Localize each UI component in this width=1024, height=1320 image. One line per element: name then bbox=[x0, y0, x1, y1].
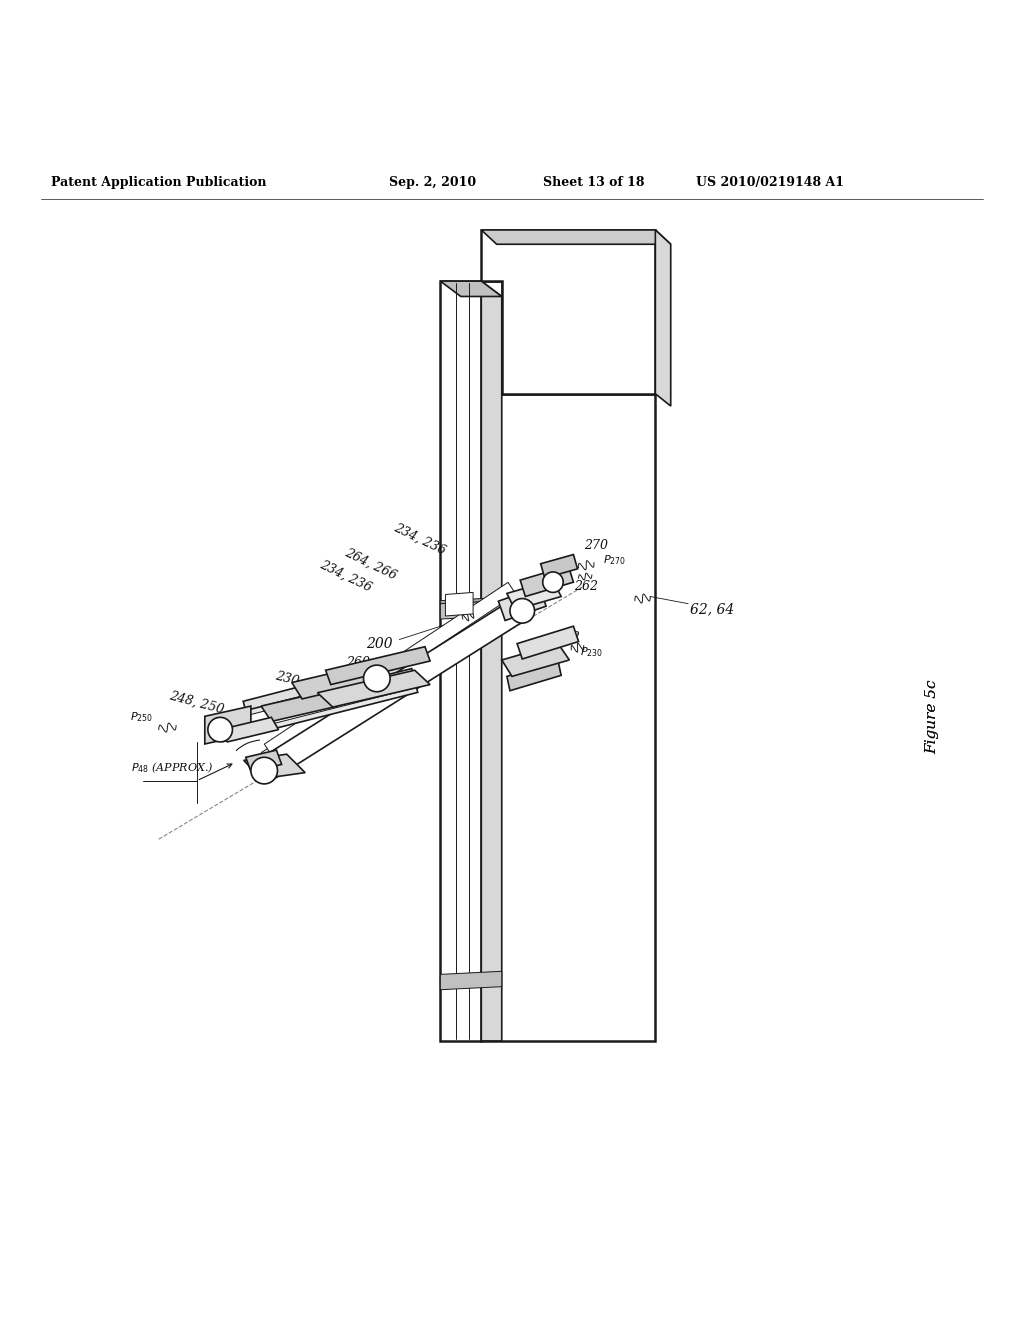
Polygon shape bbox=[258, 601, 523, 781]
Text: 262: 262 bbox=[573, 579, 598, 593]
Text: Sheet 13 of 18: Sheet 13 of 18 bbox=[543, 176, 644, 189]
Polygon shape bbox=[481, 281, 655, 1041]
Text: $\alpha$ 48: $\alpha$ 48 bbox=[260, 750, 289, 763]
Text: $P_{48}$ (APPROX.): $P_{48}$ (APPROX.) bbox=[131, 760, 214, 775]
Polygon shape bbox=[481, 230, 671, 244]
Polygon shape bbox=[520, 566, 573, 597]
Text: US 2010/0219148 A1: US 2010/0219148 A1 bbox=[696, 176, 845, 189]
Text: 270: 270 bbox=[584, 539, 608, 552]
Text: $P_{250}$: $P_{250}$ bbox=[130, 710, 153, 725]
Polygon shape bbox=[502, 644, 569, 676]
Circle shape bbox=[208, 717, 232, 742]
Text: Figure 5c: Figure 5c bbox=[925, 678, 939, 754]
Polygon shape bbox=[261, 690, 338, 722]
Polygon shape bbox=[445, 593, 473, 616]
Text: 230, 232: 230, 232 bbox=[273, 669, 331, 696]
Text: Sep. 2, 2010: Sep. 2, 2010 bbox=[389, 176, 476, 189]
Polygon shape bbox=[220, 717, 279, 742]
Polygon shape bbox=[541, 554, 578, 578]
Polygon shape bbox=[292, 663, 389, 698]
Polygon shape bbox=[440, 598, 502, 603]
Polygon shape bbox=[507, 579, 561, 610]
Circle shape bbox=[510, 598, 535, 623]
Text: Patent Application Publication: Patent Application Publication bbox=[51, 176, 266, 189]
Polygon shape bbox=[481, 230, 655, 393]
Text: $P_{230}$: $P_{230}$ bbox=[581, 645, 603, 659]
Polygon shape bbox=[264, 582, 516, 756]
Polygon shape bbox=[326, 647, 430, 685]
Polygon shape bbox=[217, 668, 418, 742]
Polygon shape bbox=[507, 661, 561, 690]
Circle shape bbox=[364, 665, 390, 692]
Text: 234, 236: 234, 236 bbox=[318, 558, 374, 594]
Polygon shape bbox=[440, 601, 502, 619]
Text: 260: 260 bbox=[346, 656, 371, 668]
Polygon shape bbox=[261, 591, 522, 768]
Circle shape bbox=[251, 758, 278, 784]
Text: $P_{270}$: $P_{270}$ bbox=[603, 553, 626, 566]
Polygon shape bbox=[205, 706, 251, 744]
Polygon shape bbox=[499, 587, 546, 620]
Text: 62, 64: 62, 64 bbox=[689, 602, 734, 616]
Polygon shape bbox=[244, 754, 305, 779]
Polygon shape bbox=[440, 281, 502, 297]
Polygon shape bbox=[517, 626, 579, 659]
Polygon shape bbox=[440, 281, 481, 1041]
Polygon shape bbox=[243, 656, 423, 721]
Text: 200: 200 bbox=[366, 636, 392, 651]
Polygon shape bbox=[218, 673, 417, 737]
Polygon shape bbox=[440, 972, 502, 990]
Text: 272: 272 bbox=[556, 631, 581, 644]
Polygon shape bbox=[246, 750, 282, 772]
Text: 248, 250: 248, 250 bbox=[168, 689, 225, 717]
Polygon shape bbox=[655, 230, 671, 407]
Polygon shape bbox=[481, 281, 502, 1041]
Text: 264, 266: 264, 266 bbox=[343, 545, 398, 582]
Text: Figure 5c: Figure 5c bbox=[925, 678, 939, 754]
Polygon shape bbox=[317, 671, 430, 708]
Circle shape bbox=[543, 572, 563, 593]
Text: 234, 236: 234, 236 bbox=[392, 521, 447, 557]
